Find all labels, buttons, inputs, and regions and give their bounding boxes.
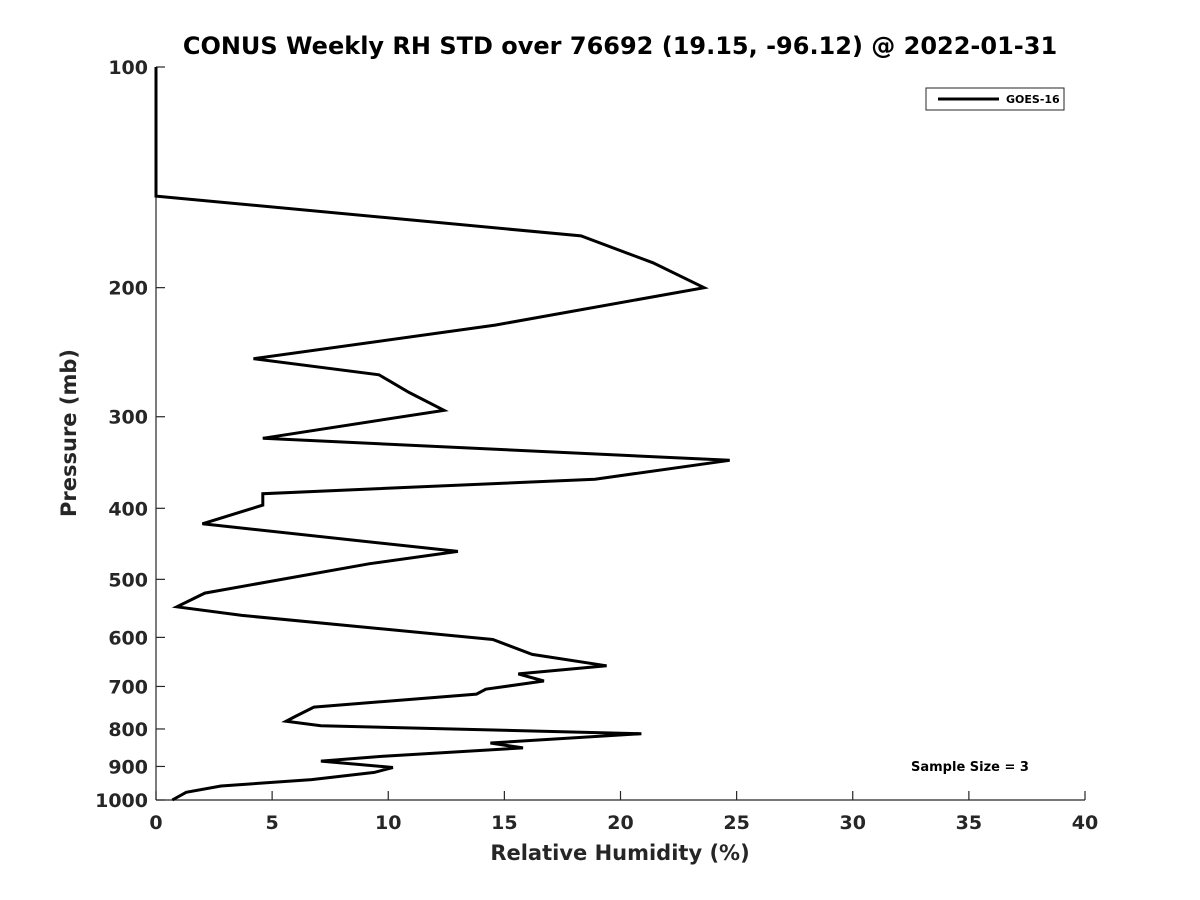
x-tick-label-0: 0 [149, 812, 162, 834]
y-tick-label-300: 300 [108, 407, 148, 429]
series-layer [154, 67, 730, 802]
x-ticks: 0 5 10 15 20 25 30 35 40 [149, 791, 1098, 834]
y-tick-label-700: 700 [108, 676, 148, 698]
x-tick-label-35: 35 [956, 812, 982, 834]
x-axis-label: Relative Humidity (%) [490, 841, 749, 865]
x-tick-label-10: 10 [375, 812, 401, 834]
x-tick-label-30: 30 [840, 812, 866, 834]
y-ticks: 100 200 300 400 500 600 700 800 900 1000 [95, 57, 165, 812]
y-axis-label: Pressure (mb) [57, 349, 81, 517]
x-tick-label-5: 5 [266, 812, 279, 834]
legend-label: GOES-16 [1006, 93, 1060, 106]
x-tick-label-40: 40 [1072, 812, 1098, 834]
y-tick-label-500: 500 [108, 569, 148, 591]
y-tick-label-200: 200 [108, 278, 148, 300]
y-tick-label-100: 100 [108, 57, 148, 79]
y-tick-label-400: 400 [108, 498, 148, 520]
chart-title: CONUS Weekly RH STD over 76692 (19.15, -… [183, 32, 1057, 60]
y-tick-label-1000: 1000 [95, 790, 148, 812]
x-tick-label-15: 15 [491, 812, 517, 834]
x-tick-label-25: 25 [723, 812, 749, 834]
y-tick-label-900: 900 [108, 756, 148, 778]
y-tick-label-800: 800 [108, 719, 148, 741]
sample-size-annotation: Sample Size = 3 [911, 760, 1029, 775]
series-line-goes16 [154, 67, 730, 802]
legend: GOES-16 [925, 87, 1065, 111]
y-tick-label-600: 600 [108, 627, 148, 649]
x-tick-label-20: 20 [607, 812, 633, 834]
